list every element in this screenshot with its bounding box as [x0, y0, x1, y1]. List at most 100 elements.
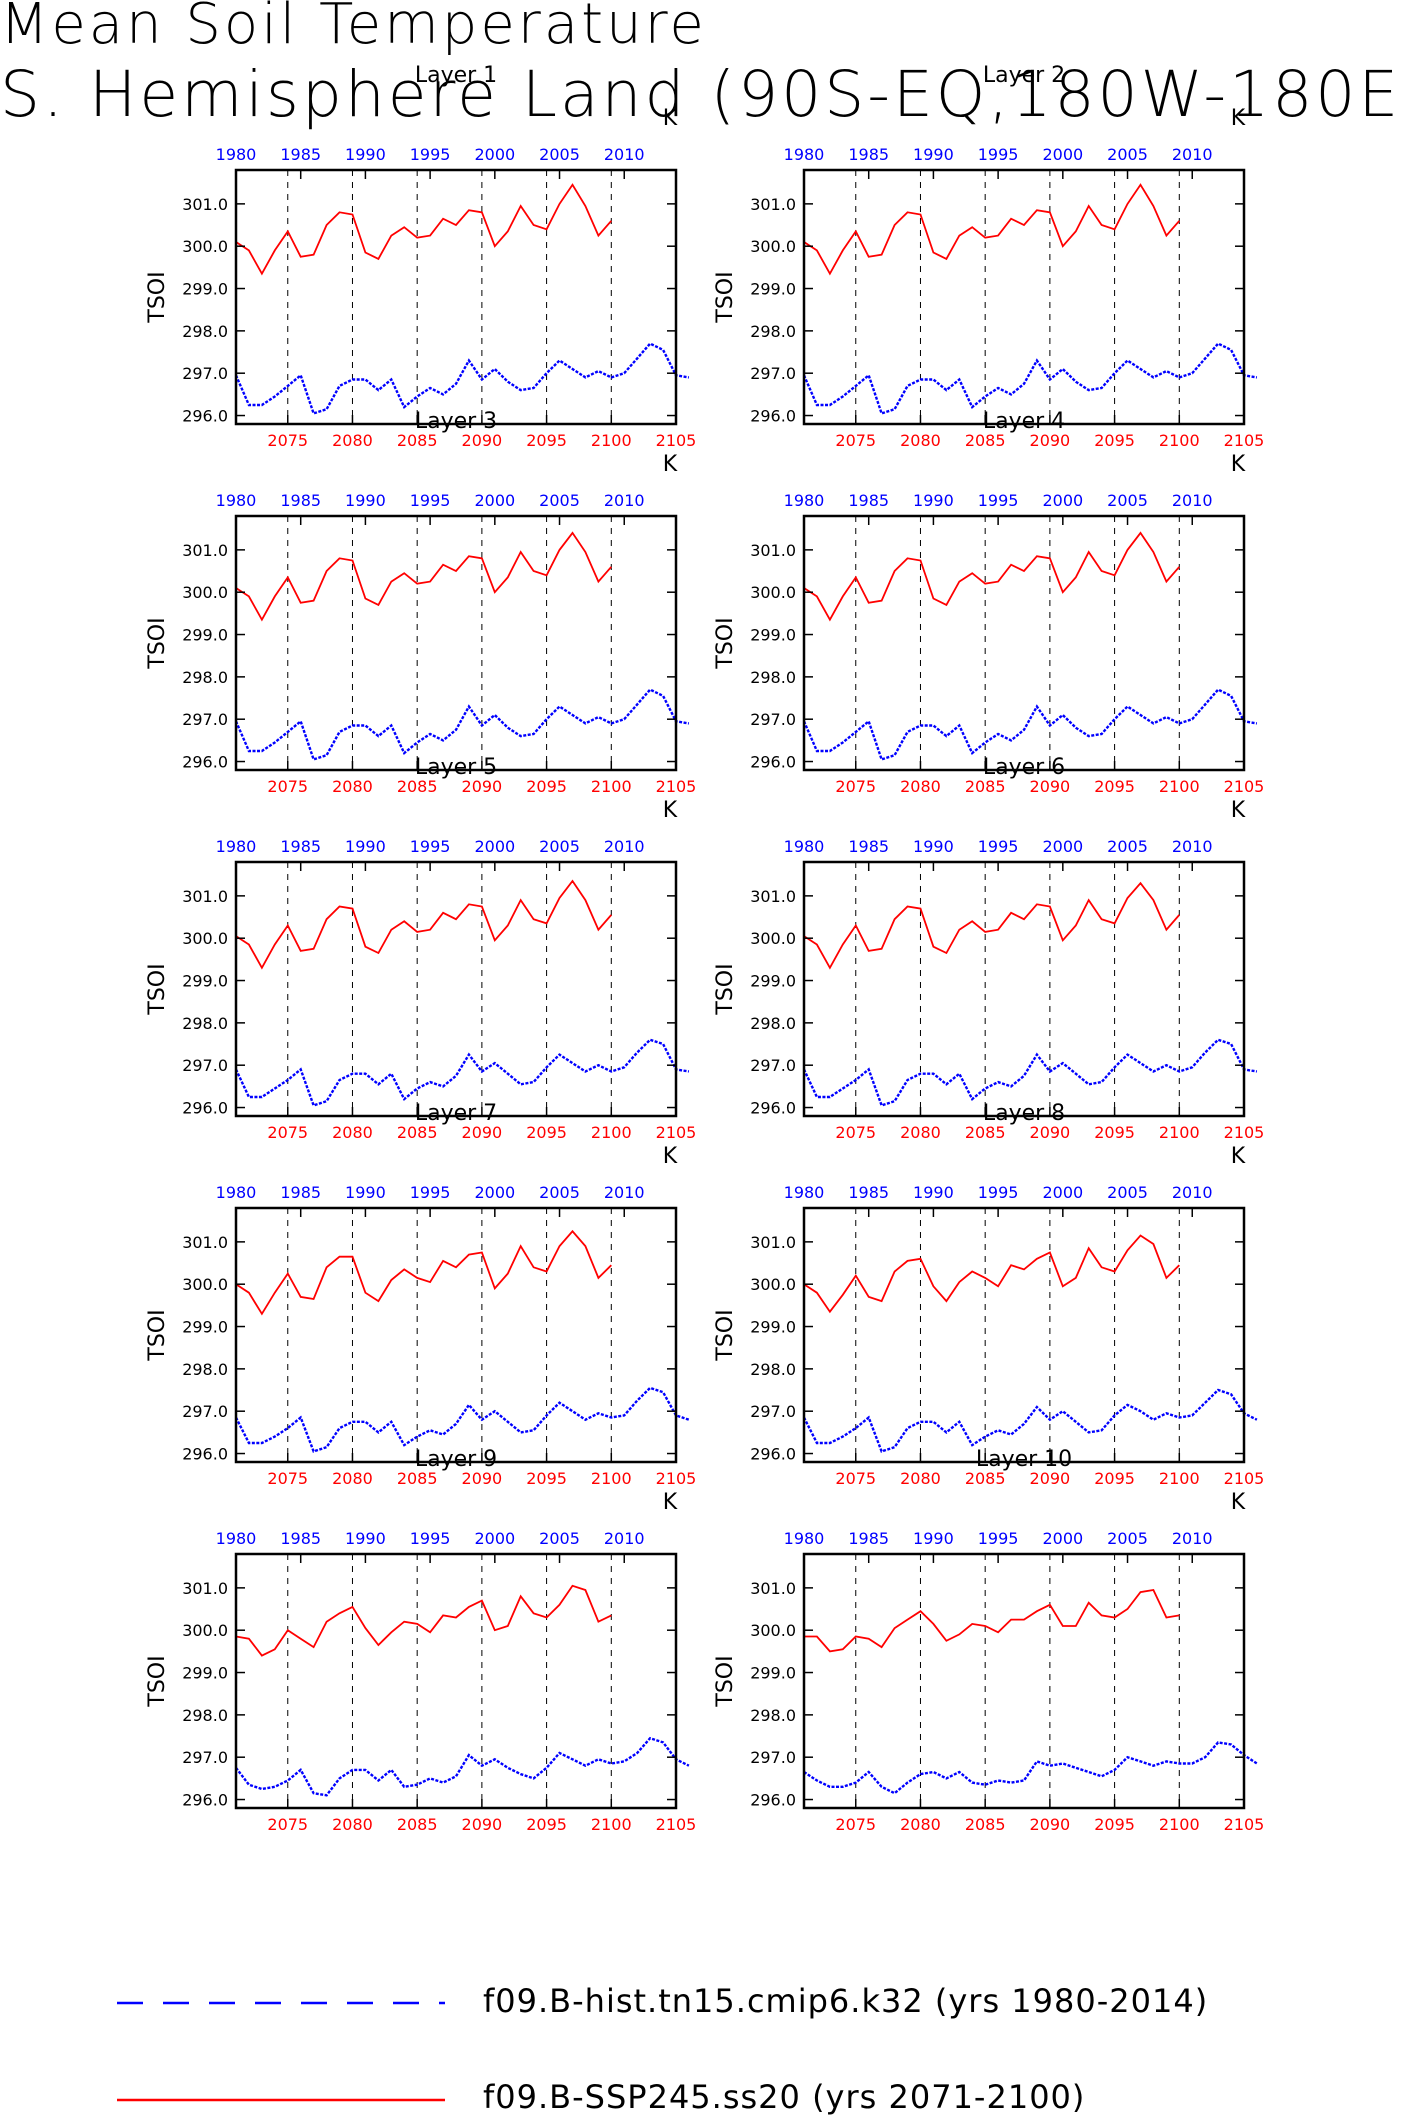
y-tick-label: 297.0 [750, 710, 796, 729]
panel-layer-1: Layer 1 K TSOI 296.0 297.0 298.0 299.0 300.0 301… [145, 63, 696, 450]
units-label: K [1231, 452, 1246, 477]
y-tick-label: 298.0 [750, 668, 796, 687]
x-tick-label-bottom: 2100 [1159, 1815, 1200, 1834]
series-line-historical [802, 1038, 1258, 1107]
x-tick-label-bottom: 2105 [1224, 777, 1265, 796]
panel-title: Layer 4 [983, 409, 1065, 434]
y-tick-label: 296.0 [182, 407, 228, 426]
panel-layer-5: Layer 5 K TSOI 296.0 297.0 298.0 299.0 300.0 301… [145, 755, 696, 1142]
x-tick-label-bottom: 2085 [397, 431, 438, 450]
x-tick-label-bottom: 2105 [656, 431, 697, 450]
y-tick-label: 297.0 [182, 1056, 228, 1075]
y-tick-label: 296.0 [750, 1791, 796, 1810]
series-line-future [803, 1234, 1180, 1314]
x-tick-label-top: 1985 [280, 837, 321, 856]
x-tick-label-bottom: 2080 [332, 777, 373, 796]
series-line-historical [803, 1741, 1258, 1795]
plot-frame [234, 860, 678, 1118]
x-tick-label-top: 1985 [280, 491, 321, 510]
units-label: K [663, 452, 678, 477]
x-tick-label-top: 1985 [280, 1529, 321, 1548]
x-tick-label-bottom: 2100 [1159, 1123, 1200, 1142]
y-tick-label: 301.0 [182, 1579, 228, 1598]
y-tick-label: 299.0 [750, 1664, 796, 1683]
x-tick-label-bottom: 2090 [1030, 431, 1071, 450]
series-line-future [803, 881, 1180, 970]
x-tick-label-top: 1985 [848, 145, 889, 164]
x-tick-label-top: 1990 [345, 491, 386, 510]
x-tick-label-top: 2010 [1172, 837, 1213, 856]
x-tick-label-top: 2005 [1107, 837, 1148, 856]
x-tick-label-bottom: 2085 [965, 431, 1006, 450]
x-tick-label-top: 1995 [410, 145, 451, 164]
y-tick-label: 296.0 [182, 1445, 228, 1464]
x-tick-label-bottom: 2085 [397, 1469, 438, 1488]
x-tick-label-bottom: 2080 [900, 777, 941, 796]
y-tick-label: 301.0 [750, 1579, 796, 1598]
x-tick-label-bottom: 2100 [591, 431, 632, 450]
x-tick-label-bottom: 2085 [965, 1123, 1006, 1142]
x-tick-label-top: 2005 [539, 1183, 580, 1202]
chart-title-line1: Mean Soil Temperature [0, 0, 707, 57]
panel-layer-7: Layer 7 K TSOI 296.0 297.0 298.0 299.0 300.0 301… [145, 1101, 696, 1488]
x-tick-label-bottom: 2080 [900, 431, 941, 450]
y-tick-label: 296.0 [750, 1445, 796, 1464]
y-tick-label: 300.0 [182, 583, 228, 602]
y-axis-label: TSOI [145, 271, 170, 323]
x-tick-label-top: 1980 [784, 145, 825, 164]
x-tick-label-bottom: 2095 [526, 1469, 567, 1488]
y-tick-label: 301.0 [182, 195, 228, 214]
y-tick-label: 300.0 [182, 1621, 228, 1640]
x-tick-label-top: 2010 [604, 145, 645, 164]
x-tick-label-top: 1990 [345, 1529, 386, 1548]
x-tick-label-bottom: 2085 [397, 1123, 438, 1142]
x-tick-label-bottom: 2090 [1030, 1123, 1071, 1142]
y-tick-label: 297.0 [750, 1402, 796, 1421]
panel-layer-10: Layer 10 K TSOI 296.0 297.0 298.0 299.0 300.0 30… [713, 1447, 1264, 1834]
x-tick-label-bottom: 2075 [835, 1123, 876, 1142]
x-tick-label-top: 2010 [604, 1183, 645, 1202]
x-tick-label-top: 2000 [474, 491, 515, 510]
panel-title: Layer 8 [983, 1101, 1065, 1126]
series-line-future [235, 879, 612, 970]
x-tick-label-bottom: 2105 [656, 1469, 697, 1488]
x-tick-label-bottom: 2075 [835, 777, 876, 796]
y-tick-label: 297.0 [182, 1748, 228, 1767]
x-tick-label-bottom: 2095 [526, 1815, 567, 1834]
series-line-future [803, 531, 1180, 622]
x-tick-label-bottom: 2090 [462, 1469, 503, 1488]
x-tick-label-top: 1980 [784, 837, 825, 856]
x-tick-label-top: 2000 [1042, 1183, 1083, 1202]
y-tick-label: 296.0 [182, 753, 228, 772]
y-tick-label: 300.0 [750, 1275, 796, 1294]
panel-title: Layer 7 [415, 1101, 497, 1126]
x-tick-label-bottom: 2100 [1159, 1469, 1200, 1488]
y-axis-label: TSOI [713, 963, 738, 1015]
y-tick-label: 297.0 [182, 364, 228, 383]
panel-title: Layer 2 [983, 63, 1065, 88]
x-tick-label-top: 2010 [604, 837, 645, 856]
x-tick-label-top: 1980 [784, 1529, 825, 1548]
y-tick-label: 301.0 [750, 1233, 796, 1252]
x-tick-label-bottom: 2080 [332, 1123, 373, 1142]
x-tick-label-bottom: 2085 [397, 777, 438, 796]
series-line-historical [235, 1736, 690, 1797]
x-tick-label-bottom: 2085 [965, 1469, 1006, 1488]
x-tick-label-top: 2005 [539, 491, 580, 510]
y-tick-label: 298.0 [182, 1014, 228, 1033]
x-tick-label-top: 1995 [978, 1183, 1019, 1202]
y-tick-label: 299.0 [182, 972, 228, 991]
x-tick-label-top: 1995 [978, 145, 1019, 164]
y-tick-label: 301.0 [182, 541, 228, 560]
x-tick-label-top: 2010 [604, 491, 645, 510]
series-line-historical [234, 342, 690, 415]
y-tick-label: 297.0 [750, 364, 796, 383]
x-tick-label-top: 2005 [1107, 491, 1148, 510]
x-tick-label-top: 1980 [216, 837, 257, 856]
x-tick-label-bottom: 2080 [900, 1815, 941, 1834]
series-line-historical [802, 342, 1258, 415]
x-tick-label-bottom: 2095 [526, 431, 567, 450]
y-tick-label: 300.0 [750, 237, 796, 256]
y-tick-label: 299.0 [182, 280, 228, 299]
